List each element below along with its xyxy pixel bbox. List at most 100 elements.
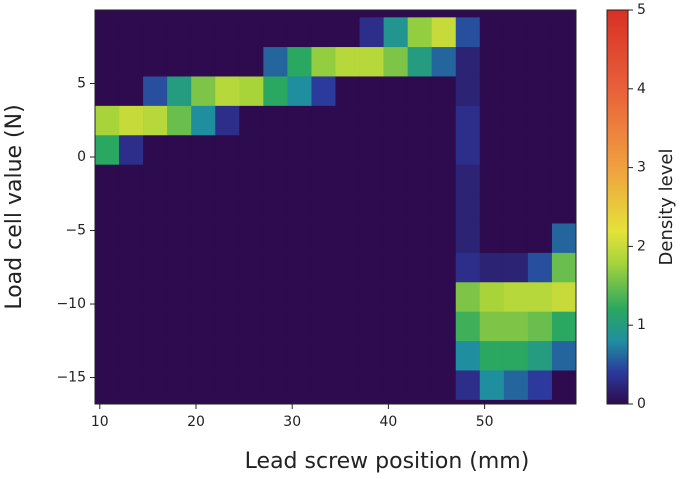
heatmap-cell <box>167 193 192 224</box>
heatmap-cell <box>263 370 288 400</box>
heatmap-cell <box>143 46 168 77</box>
heatmap-cell <box>119 17 144 48</box>
x-tick-label: 50 <box>476 414 494 430</box>
heatmap-cell <box>455 46 481 77</box>
heatmap-cell <box>407 105 432 136</box>
heatmap-cell <box>503 164 529 195</box>
heatmap-cell <box>407 281 432 312</box>
heatmap-cell <box>167 311 192 342</box>
heatmap-cell <box>311 17 336 48</box>
heatmap-cell <box>215 164 240 195</box>
heatmap-cell <box>239 105 264 136</box>
heatmap-cell <box>167 17 192 48</box>
heatmap-cell <box>215 17 240 48</box>
heatmap-cell <box>95 252 120 283</box>
heatmap-cell <box>95 17 120 48</box>
heatmap-cell <box>191 46 216 77</box>
heatmap-cell <box>335 105 360 136</box>
heatmap-cell <box>191 340 216 371</box>
heatmap-cell <box>479 252 505 283</box>
heatmap-cell <box>191 311 216 342</box>
heatmap-cell <box>143 223 168 253</box>
heatmap-cell <box>239 46 264 77</box>
heatmap-cell <box>143 105 168 136</box>
heatmap-cell <box>383 46 408 77</box>
heatmap-cell <box>527 46 553 77</box>
y-tick-label: 5 <box>77 76 86 92</box>
heatmap-cell <box>311 46 336 77</box>
heatmap-cell <box>143 252 168 283</box>
heatmap-cell <box>359 370 384 400</box>
heatmap-cell <box>359 17 384 48</box>
heatmap-cell <box>143 370 168 400</box>
heatmap-cell <box>119 311 144 342</box>
heatmap-cell <box>551 311 577 342</box>
heatmap-cell <box>407 134 432 165</box>
heatmap-cell <box>143 193 168 224</box>
heatmap-cell <box>263 281 288 312</box>
heatmap-cell <box>551 17 577 48</box>
heatmap-cell <box>455 311 481 342</box>
heatmap-cell <box>311 340 336 371</box>
heatmap-cell <box>239 164 264 195</box>
heatmap-cell <box>383 340 408 371</box>
heatmap-cell <box>239 340 264 371</box>
heatmap-cell <box>359 223 384 253</box>
x-tick-label: 10 <box>91 414 109 430</box>
heatmap-cell <box>119 370 144 400</box>
heatmap-cell <box>407 340 432 371</box>
heatmap-cell <box>287 252 312 283</box>
heatmap-cell <box>119 164 144 195</box>
heatmap-cell <box>383 76 408 106</box>
heatmap-cell <box>311 134 336 165</box>
heatmap-cell <box>95 193 120 224</box>
heatmap-cell <box>503 340 529 371</box>
heatmap-cell <box>191 252 216 283</box>
heatmap-cell <box>119 281 144 312</box>
heatmap-cell <box>455 105 481 136</box>
heatmap-cell <box>407 46 432 77</box>
heatmap-cell <box>311 164 336 195</box>
heatmap-cell <box>167 46 192 77</box>
heatmap-cell <box>167 76 192 106</box>
heatmap-cell <box>335 46 360 77</box>
heatmap-cell <box>431 46 457 77</box>
heatmap-cell <box>407 17 432 48</box>
heatmap-cell <box>455 164 481 195</box>
y-tick-label: −10 <box>56 296 86 312</box>
heatmap-cell <box>263 134 288 165</box>
heatmap-cell <box>287 223 312 253</box>
heatmap-cell <box>263 193 288 224</box>
heatmap-cell <box>143 340 168 371</box>
heatmap-cell <box>503 281 529 312</box>
heatmap-cell <box>479 311 505 342</box>
x-axis-label: Lead screw position (mm) <box>245 449 530 474</box>
heatmap-cell <box>311 370 336 400</box>
heatmap-cell <box>119 134 144 165</box>
heatmap-cell <box>191 105 216 136</box>
heatmap-cell <box>167 105 192 136</box>
heatmap-cell <box>527 164 553 195</box>
heatmap-cell <box>383 311 408 342</box>
x-tick-label: 20 <box>187 414 205 430</box>
plot-area <box>95 10 577 404</box>
heatmap-cell <box>191 76 216 106</box>
heatmap-cell <box>239 193 264 224</box>
heatmap-cell <box>95 370 120 400</box>
heatmap-cell <box>479 17 505 48</box>
heatmap-cell <box>359 193 384 224</box>
colorbar-tick-label: 2 <box>637 238 646 254</box>
heatmap-cell <box>287 311 312 342</box>
heatmap-cell <box>239 311 264 342</box>
heatmap-cell <box>527 105 553 136</box>
heatmap-cell <box>239 134 264 165</box>
heatmap-cell <box>263 17 288 48</box>
heatmap-cell <box>287 370 312 400</box>
heatmap-cell <box>551 46 577 77</box>
heatmap-cell <box>119 193 144 224</box>
heatmap-cell <box>95 46 120 77</box>
heatmap-cell <box>407 311 432 342</box>
heatmap-cell <box>503 252 529 283</box>
heatmap-cell <box>263 76 288 106</box>
